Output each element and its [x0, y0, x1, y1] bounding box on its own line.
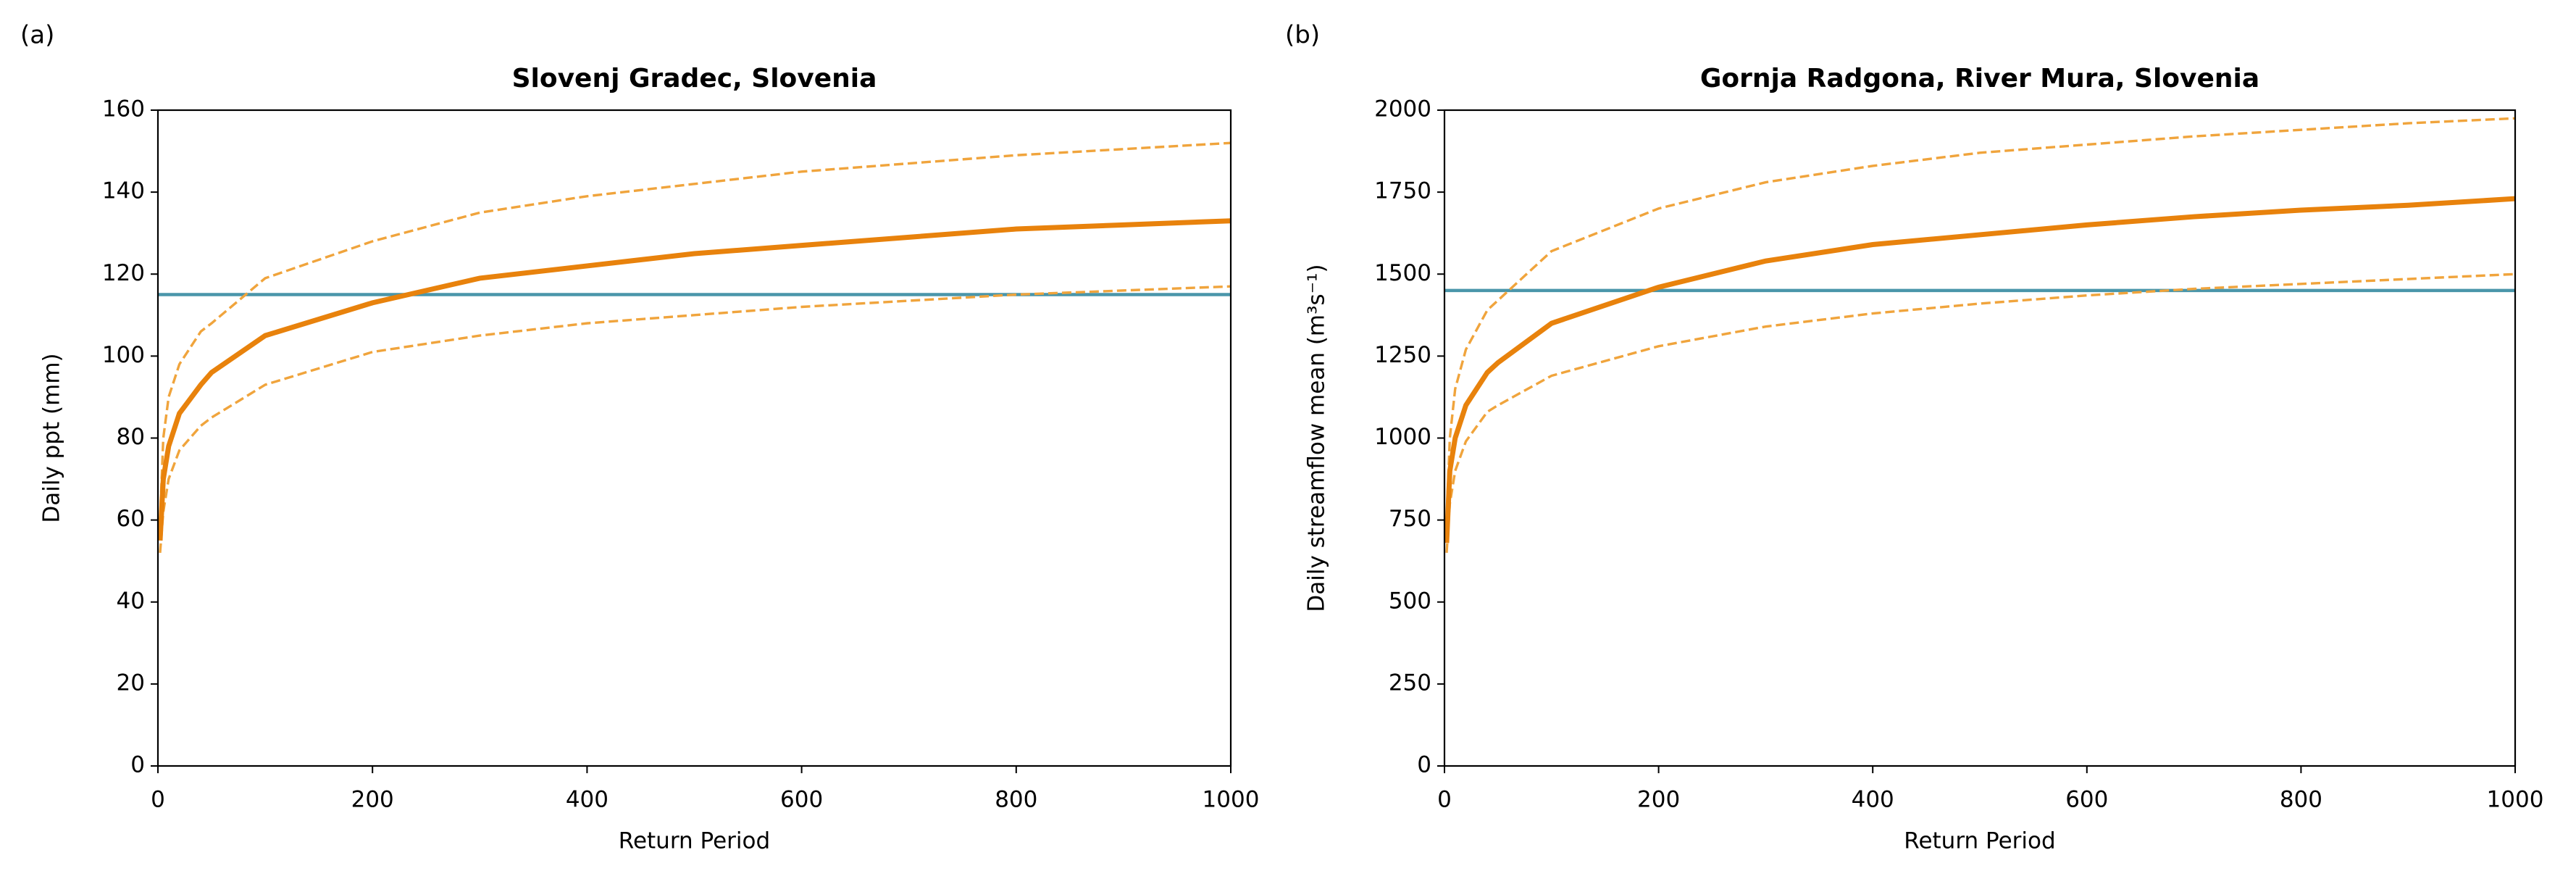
chart-title: Slovenj Gradec, Slovenia [512, 64, 877, 93]
bound-line [159, 141, 1231, 520]
x-tick-label: 800 [2280, 787, 2322, 813]
y-tick-label: 2000 [1374, 96, 1431, 122]
y-tick-label: 40 [117, 588, 145, 614]
y-axis-label: Daily streamflow mean (m³s⁻¹) [1304, 264, 1330, 612]
panel-label: (a) [20, 21, 54, 50]
axes-frame [156, 109, 1232, 767]
y-tick-label: 160 [102, 96, 145, 122]
chart: (a) Slovenj Gradec, Slovenia Return Period… [20, 21, 1259, 854]
x-tick-label: 400 [1852, 787, 1894, 813]
x-tick-label: 800 [995, 787, 1037, 813]
y-tick-label: 1750 [1374, 178, 1431, 204]
y-tick-label: 120 [102, 260, 145, 286]
y-tick-label: 100 [102, 342, 145, 368]
x-tick-label: 200 [351, 787, 394, 813]
y-tick-label: 750 [1389, 506, 1431, 532]
plot-area [158, 141, 1231, 554]
bound-line [1445, 117, 2515, 520]
x-tick-label: 200 [1637, 787, 1680, 813]
y-axis-label: Daily ppt (mm) [39, 353, 65, 522]
y-tick-label: 1250 [1374, 342, 1431, 368]
bound-line [159, 285, 1231, 554]
x-tick-label: 0 [1437, 787, 1452, 813]
axes-frame [1443, 109, 2517, 767]
y-tick-label: 60 [117, 506, 145, 532]
x-tick-label: 1000 [1203, 787, 1260, 813]
plot-area [1444, 117, 2515, 553]
chart: (b) Gornja Radgona, River Mura, Slovenia R… [1285, 21, 2543, 854]
y-tick-label: 0 [130, 752, 145, 778]
y-tick-label: 140 [102, 178, 145, 204]
y-tick-label: 500 [1389, 588, 1431, 614]
x-tick-label: 600 [780, 787, 823, 813]
panel-label: (b) [1285, 21, 1320, 50]
x-tick-label: 600 [2065, 787, 2108, 813]
y-tick-label: 1000 [1374, 424, 1431, 450]
x-axis-label: Return Period [619, 828, 770, 854]
x-tick-label: 400 [566, 787, 609, 813]
estimate-line [158, 218, 1231, 541]
x-tick-label: 0 [151, 787, 165, 813]
estimate-line [1444, 196, 2515, 543]
y-tick-label: 250 [1389, 670, 1431, 696]
chart-title: Gornja Radgona, River Mura, Slovenia [1700, 64, 2259, 93]
x-axis-label: Return Period [1904, 828, 2055, 854]
y-tick-label: 0 [1417, 752, 1431, 778]
y-tick-label: 20 [117, 670, 145, 696]
y-tick-label: 1500 [1374, 260, 1431, 286]
y-tick-label: 80 [117, 424, 145, 450]
x-tick-label: 1000 [2487, 787, 2544, 813]
bound-line [1445, 272, 2515, 553]
